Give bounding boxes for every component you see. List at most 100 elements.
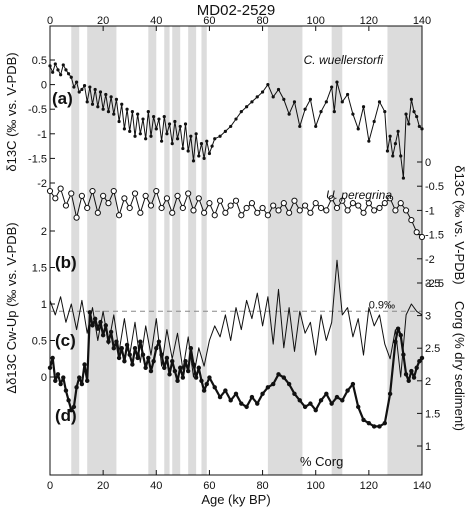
- data-point-b-14: [121, 195, 128, 202]
- data-point-a-81: [314, 124, 318, 129]
- data-point-d-43: [162, 365, 167, 370]
- panels: 0.5 0 -0.5 -1 -1.5 -2 δ13C (‰ vs. V-PDB) (a) C. …: [4, 52, 467, 469]
- data-point-a-22: [106, 110, 111, 114]
- y-tick-label-b--1.5: -1.5: [425, 230, 444, 242]
- data-point-a-76: [287, 112, 291, 116]
- data-point-a-69: [250, 100, 254, 104]
- data-point-a-55: [194, 132, 198, 136]
- data-point-b-7: [84, 204, 91, 212]
- data-point-b-5: [73, 214, 80, 221]
- data-point-a-68: [245, 105, 249, 109]
- data-point-a-87: [340, 100, 344, 104]
- data-point-d-63: [223, 388, 228, 393]
- data-point-a-88: [346, 92, 350, 97]
- data-point-b-19: [147, 202, 155, 209]
- data-point-a-9: [72, 85, 76, 89]
- data-point-a-13: [82, 83, 87, 88]
- data-point-b-17: [137, 209, 144, 216]
- data-point-d-66: [239, 401, 244, 406]
- data-point-b-65: [392, 207, 399, 214]
- data-point-b-50: [312, 200, 319, 207]
- data-point-a-84: [330, 85, 334, 89]
- data-point-a-61: [210, 144, 214, 148]
- data-point-d-90: [366, 420, 372, 426]
- data-point-a-41: [157, 117, 161, 121]
- data-point-a-12: [80, 87, 84, 92]
- data-point-d-69: [255, 401, 260, 406]
- data-point-b-39: [254, 209, 261, 216]
- x-tick-label-bottom-80: 80: [256, 480, 268, 492]
- data-point-d-14: [85, 378, 90, 383]
- data-point-b-49: [307, 209, 314, 216]
- data-point-d-80: [313, 407, 318, 413]
- data-point-a-82: [319, 110, 323, 114]
- data-point-d-17: [92, 316, 98, 322]
- data-point-b-15: [126, 204, 133, 212]
- data-point-d-34: [138, 339, 143, 344]
- shaded-interval-0: [71, 26, 80, 475]
- y-tick-label-b--2.5: -2.5: [425, 278, 444, 290]
- data-point-a-107: [415, 114, 419, 119]
- data-point-a-95: [383, 110, 387, 114]
- data-point-a-92: [367, 139, 371, 143]
- y-tick-label-d-1.5: 1.5: [425, 408, 440, 420]
- data-point-d-56: [196, 365, 201, 370]
- data-point-a-47: [173, 119, 177, 124]
- data-point-d-83: [329, 401, 334, 406]
- x-tick-label-top-80: 80: [256, 15, 268, 27]
- data-point-a-99: [393, 142, 398, 146]
- data-point-d-6: [63, 388, 69, 393]
- data-point-a-30: [128, 129, 132, 133]
- data-point-b-29: [201, 209, 208, 216]
- data-point-d-21: [103, 323, 109, 328]
- data-point-d-35: [140, 352, 146, 357]
- data-point-b-18: [142, 192, 149, 199]
- data-point-b-32: [216, 197, 224, 204]
- data-point-a-29: [125, 107, 129, 111]
- data-point-d-9: [71, 404, 77, 410]
- shaded-interval-3: [164, 26, 170, 475]
- data-point-d-61: [212, 385, 217, 390]
- data-point-d-93: [382, 420, 387, 426]
- x-tick-label-top-40: 40: [150, 15, 162, 27]
- data-point-b-35: [232, 197, 240, 204]
- y-tick-label-b--0.5: -0.5: [425, 181, 444, 193]
- data-point-d-53: [188, 346, 194, 351]
- data-point-d-18: [95, 326, 101, 331]
- data-point-d-25: [114, 339, 119, 344]
- data-point-d-12: [79, 381, 85, 387]
- data-point-b-63: [381, 200, 388, 207]
- data-point-a-96: [385, 149, 390, 153]
- data-point-d-20: [100, 332, 106, 338]
- data-point-a-91: [361, 105, 366, 109]
- data-point-a-79: [303, 107, 307, 111]
- data-point-a-28: [122, 127, 126, 131]
- data-point-a-44: [165, 132, 169, 136]
- data-point-a-94: [377, 100, 382, 104]
- panel-label-d: (d): [55, 406, 77, 425]
- data-point-b-9: [94, 209, 101, 216]
- data-point-b-26: [185, 190, 192, 197]
- data-point-a-35: [141, 117, 145, 121]
- shaded-interval-8: [331, 26, 343, 475]
- data-point-d-49: [178, 365, 183, 370]
- data-point-b-42: [270, 202, 277, 209]
- data-point-d-57: [199, 378, 204, 383]
- data-point-a-40: [154, 127, 158, 131]
- data-point-d-24: [111, 346, 116, 351]
- shaded-intervals: [71, 26, 422, 475]
- data-point-b-64: [387, 195, 394, 202]
- data-point-a-26: [117, 119, 121, 124]
- x-tick-label-bottom-100: 100: [307, 480, 325, 492]
- series-line-c: [49, 259, 423, 378]
- data-point-d-67: [244, 404, 249, 410]
- data-point-d-33: [135, 355, 140, 361]
- data-point-d-60: [207, 375, 212, 380]
- data-point-a-38: [149, 134, 153, 138]
- data-point-a-50: [181, 146, 185, 151]
- data-point-d-75: [286, 381, 292, 387]
- data-point-b-61: [371, 207, 378, 214]
- y-tick-label-c-0.5: 0.5: [32, 336, 47, 348]
- data-point-a-18: [96, 105, 100, 109]
- y-tick-label-a--1: -1: [37, 129, 47, 141]
